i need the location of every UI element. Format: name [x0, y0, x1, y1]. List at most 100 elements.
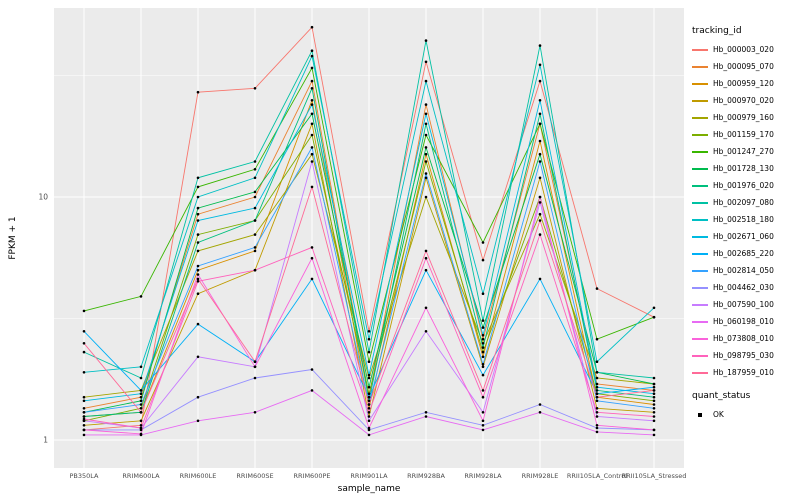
data-point [253, 376, 257, 380]
data-point [538, 152, 542, 156]
x-tick-label: RRIM928LE [522, 472, 559, 480]
legend-entry: Hb_002518_180 [692, 211, 798, 228]
legend-entry: Hb_000959_120 [692, 75, 798, 92]
data-point [424, 249, 428, 253]
legend-label: Hb_187959_010 [713, 368, 774, 377]
data-point [652, 389, 656, 392]
data-point [310, 49, 314, 52]
data-point [481, 337, 485, 341]
x-axis-title: sample_name [337, 484, 401, 494]
legend-entry: Hb_001247_270 [692, 143, 798, 160]
data-point [538, 403, 542, 406]
data-point [652, 407, 656, 410]
data-point [139, 376, 143, 380]
x-tick-label: RRIM600SE [236, 472, 273, 480]
data-point [82, 411, 86, 414]
data-point [82, 424, 86, 427]
data-point [481, 395, 485, 399]
data-point [424, 330, 428, 333]
legend-key-line-icon [692, 76, 708, 92]
data-point [310, 99, 314, 102]
data-point [424, 152, 428, 156]
data-point [196, 280, 200, 283]
legend-title: tracking_id [692, 26, 742, 36]
ok-point-icon [692, 407, 708, 423]
legend-entry: Hb_002814_050 [692, 262, 798, 279]
data-point [253, 190, 257, 194]
legend-label: Hb_004462_030 [713, 283, 774, 292]
data-point [196, 355, 200, 359]
data-point [595, 407, 599, 410]
legend-key-line-icon [692, 297, 708, 313]
data-point [196, 273, 200, 276]
legend-label: Hb_000979_160 [713, 113, 774, 122]
data-point [652, 306, 656, 310]
data-point [253, 246, 257, 249]
data-point [481, 350, 485, 354]
data-point [310, 66, 314, 70]
data-point [595, 360, 599, 364]
data-point [538, 63, 542, 67]
data-point [595, 395, 599, 399]
data-point [595, 399, 599, 403]
data-point [139, 389, 143, 392]
data-point [367, 403, 371, 406]
data-point [424, 39, 428, 42]
legend-entry: Hb_000095_070 [692, 58, 798, 75]
data-point [139, 403, 143, 406]
data-point [538, 139, 542, 143]
plot-panel: 1 10 PB350LA RRIM600LA RRIM600LE RRIM600SE RRI… [38, 8, 686, 480]
y-tick-label: 1 [43, 436, 48, 445]
legend-key-line-icon [692, 127, 708, 143]
x-tick-label: RRIM928BA [407, 472, 445, 480]
legend-entry: Hb_073808_010 [692, 330, 798, 347]
data-point [481, 346, 485, 349]
data-point [424, 306, 428, 310]
data-point [367, 373, 371, 377]
data-point [595, 430, 599, 434]
data-point [481, 333, 485, 337]
y-axis-title: FPKM + 1 [8, 216, 18, 260]
data-point [652, 315, 656, 319]
data-point [367, 411, 371, 414]
data-point [538, 44, 542, 47]
data-point [196, 185, 200, 189]
data-point [310, 122, 314, 126]
legend-label: Hb_073808_010 [713, 334, 774, 343]
legend-entry: Hb_000970_020 [692, 92, 798, 109]
legend-entry: Hb_002685_220 [692, 245, 798, 262]
data-point [253, 268, 257, 272]
data-point [253, 168, 257, 171]
legend-entry: Hb_001976_020 [692, 177, 798, 194]
data-point [424, 160, 428, 163]
data-point [424, 103, 428, 106]
data-point [139, 419, 143, 423]
data-point [652, 395, 656, 399]
legend-entry: Hb_098795_030 [692, 347, 798, 364]
legend-key-line-icon [692, 331, 708, 347]
data-point [424, 195, 428, 199]
data-point [481, 419, 485, 423]
legend-entry: Hb_187959_010 [692, 364, 798, 381]
legend-label: Hb_001159_170 [713, 130, 774, 139]
data-point [310, 79, 314, 83]
data-point [481, 365, 485, 369]
data-point [253, 249, 257, 253]
data-point [424, 172, 428, 175]
data-point [82, 399, 86, 403]
data-point [196, 233, 200, 236]
data-point [196, 241, 200, 244]
data-point [481, 319, 485, 322]
data-point [196, 176, 200, 180]
data-point [310, 185, 314, 189]
quant-legend-entry: OK [692, 406, 798, 423]
data-point [424, 122, 428, 126]
data-point [595, 411, 599, 414]
data-point [196, 395, 200, 399]
legend-key-line-icon [692, 110, 708, 126]
data-point [310, 103, 314, 106]
x-tick-label: RRIM928LA [464, 472, 502, 480]
data-point [481, 355, 485, 359]
legend-key-line-icon [692, 263, 708, 279]
data-point [196, 219, 200, 222]
